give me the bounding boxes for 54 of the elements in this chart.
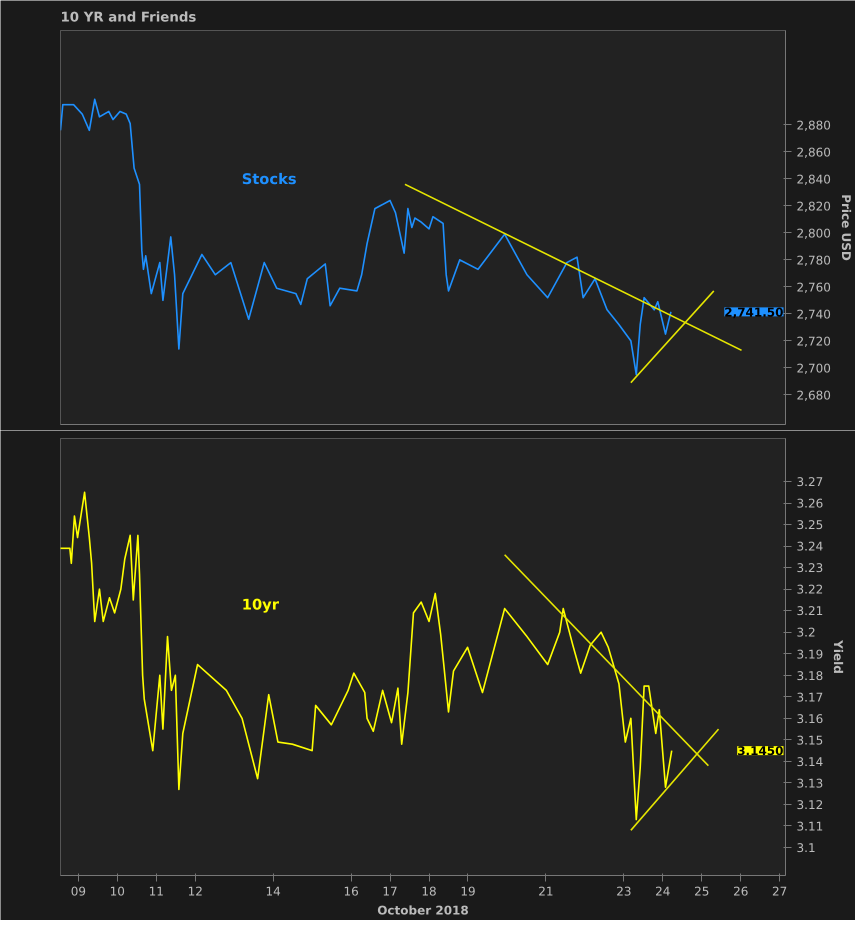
y-tick-label: 2,860 <box>796 145 831 160</box>
x-tick-label: 17 <box>382 884 398 898</box>
y-tick-label: 3.11 <box>796 819 824 834</box>
x-tick-label: 23 <box>616 884 632 898</box>
x-tick-label: 18 <box>421 884 437 898</box>
y-tick-label: 2,720 <box>796 334 831 348</box>
y-tick-label: 3.22 <box>796 582 824 597</box>
line-series <box>60 492 673 820</box>
y-tick-label: 2,880 <box>796 118 831 132</box>
y-tick-label: 2,760 <box>796 280 831 294</box>
line-series <box>60 98 672 376</box>
x-axis-title: October 2018 <box>377 904 469 918</box>
y-tick-label: 2,820 <box>796 199 831 214</box>
annotation: 3.1450 <box>737 744 784 758</box>
x-tick-label: 19 <box>460 884 476 898</box>
y-tick-label: 3.27 <box>796 475 824 490</box>
annotation: 2,741.50 <box>724 305 784 320</box>
x-tick-label: 26 <box>733 884 748 898</box>
y-tick-label: 3.18 <box>796 668 824 683</box>
text: 10yr <box>242 596 280 614</box>
x-tick-label: 16 <box>343 884 359 898</box>
y-tick-label: 2,840 <box>796 172 831 186</box>
y-tick-label: 2,700 <box>796 361 831 376</box>
x-tick-label: 25 <box>694 884 710 898</box>
y-tick-label: 3.24 <box>796 540 824 554</box>
x-tick-label: 14 <box>266 884 281 898</box>
y-tick-label: 3.12 <box>796 798 824 812</box>
y-tick-label: 2,740 <box>796 307 831 322</box>
x-tick-label: 10 <box>110 884 125 898</box>
y-tick-label: 3.14 <box>796 754 824 769</box>
y-tick-label: 2,800 <box>796 226 831 240</box>
y-tick-label: 3.13 <box>796 776 824 790</box>
y-tick-label: 3.21 <box>796 604 824 618</box>
x-tick-label: 27 <box>772 884 788 898</box>
y-axis-title: Yield <box>831 639 846 674</box>
y-tick-label: 2,680 <box>796 388 831 402</box>
y-tick-label: 2,780 <box>796 253 831 268</box>
y-tick-label: 3.2 <box>796 626 816 640</box>
chart-title: 10 YR and Friends <box>60 10 196 26</box>
y-axis-title: Price USD <box>838 194 853 261</box>
x-tick-label: 21 <box>538 884 554 898</box>
y-tick-label: 3.26 <box>796 496 824 511</box>
y-tick-label: 3.17 <box>796 690 824 704</box>
y-tick-label: 3.25 <box>796 518 824 532</box>
x-tick-label: 24 <box>655 884 670 898</box>
x-tick-label: 09 <box>70 884 86 898</box>
y-tick-label: 3.23 <box>796 561 824 576</box>
y-tick-label: 3.15 <box>796 733 824 748</box>
x-tick-label: 11 <box>148 884 164 898</box>
y-tick-label: 3.1 <box>796 841 816 856</box>
text: Stocks <box>242 171 297 188</box>
x-tick-label: 12 <box>188 884 203 898</box>
y-tick-label: 3.19 <box>796 647 824 662</box>
y-tick-label: 3.16 <box>796 712 824 726</box>
